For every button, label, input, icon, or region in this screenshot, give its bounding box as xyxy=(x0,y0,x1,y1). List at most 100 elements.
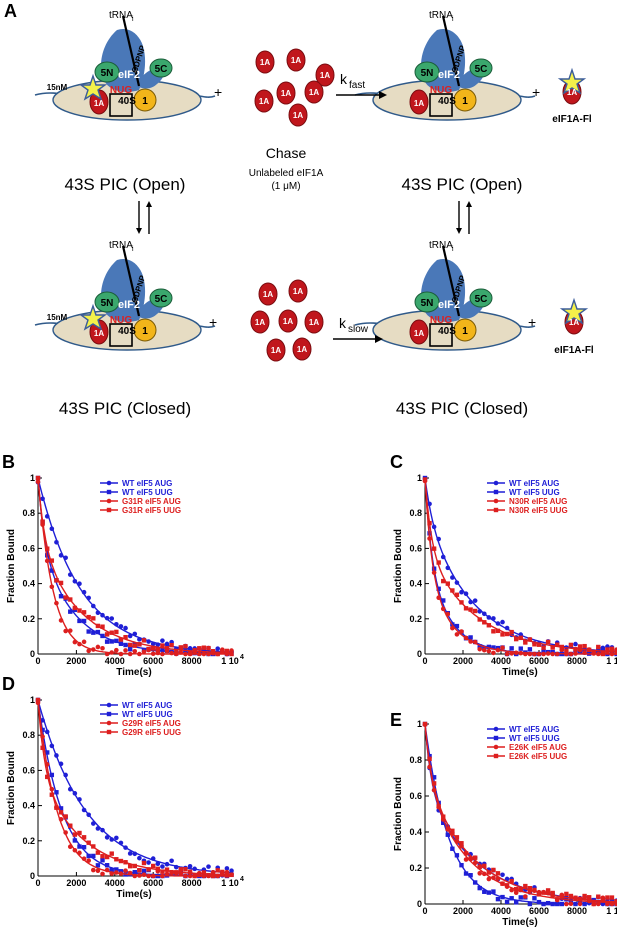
data-point xyxy=(81,618,87,624)
data-point xyxy=(187,873,193,879)
data-point xyxy=(491,650,496,656)
data-point xyxy=(550,651,555,657)
data-point xyxy=(187,646,193,651)
y-tick-label: 0.4 xyxy=(409,579,422,589)
data-point xyxy=(81,589,87,595)
data-point xyxy=(486,890,492,895)
x-tick-label: 6000 xyxy=(143,656,163,666)
chase-eif1a-molecule xyxy=(278,309,298,333)
data-point xyxy=(441,598,446,603)
data-point xyxy=(132,873,138,879)
nug-label: NUG xyxy=(110,315,132,326)
eif2-label: eIF2 xyxy=(438,69,460,81)
data-point xyxy=(206,645,211,651)
data-point xyxy=(90,603,96,609)
data-point xyxy=(459,841,464,846)
data-point xyxy=(77,830,82,836)
x-tick-label: 1 10 xyxy=(221,656,239,666)
data-point xyxy=(95,629,101,635)
data-point xyxy=(72,791,78,796)
data-point xyxy=(609,895,615,900)
data-point xyxy=(514,636,519,642)
data-point xyxy=(518,650,524,656)
five-c-label: 5C xyxy=(475,64,488,75)
y-tick-label: 0.2 xyxy=(22,614,35,624)
data-point xyxy=(215,868,220,873)
y-tick-label: 1 xyxy=(30,695,35,705)
y-tick-label: 0.4 xyxy=(409,827,422,837)
data-point xyxy=(68,823,73,828)
data-point xyxy=(481,611,487,617)
data-point xyxy=(495,647,501,653)
y-tick-label: 0 xyxy=(30,649,35,659)
data-point xyxy=(491,645,496,650)
data-point xyxy=(86,812,91,818)
data-point xyxy=(155,861,161,867)
plus-sign: + xyxy=(209,314,217,330)
y-tick-label: 0.2 xyxy=(22,836,35,846)
legend-marker xyxy=(493,498,499,504)
chase-eif1a-molecule xyxy=(288,103,308,127)
data-point xyxy=(495,621,501,626)
data-point xyxy=(454,580,460,585)
data-point xyxy=(504,876,510,882)
chase-eif1a-molecule xyxy=(304,310,324,334)
eif1a-label: 1A xyxy=(414,329,424,338)
data-point xyxy=(63,628,68,634)
data-point xyxy=(536,651,542,657)
chase-eif1a-molecule xyxy=(276,81,296,105)
data-point xyxy=(150,651,156,657)
data-point xyxy=(183,867,188,872)
x-tick-label: 0 xyxy=(422,906,427,916)
legend-entry: G29R eIF5 AUG xyxy=(122,719,181,728)
y-axis-label: Fraction Bound xyxy=(6,529,17,603)
data-point xyxy=(436,560,441,565)
data-point xyxy=(54,805,59,810)
y-tick-label: 0.6 xyxy=(22,765,35,775)
data-point xyxy=(495,628,501,634)
x-tick-label: 8000 xyxy=(182,878,202,888)
data-point xyxy=(431,570,437,575)
data-point xyxy=(100,858,105,863)
data-point xyxy=(541,651,546,657)
legend-marker xyxy=(493,507,499,513)
data-point xyxy=(463,591,469,596)
data-point xyxy=(536,642,542,647)
data-point xyxy=(472,608,478,614)
data-point xyxy=(77,608,82,613)
data-point xyxy=(100,612,105,618)
trna-label: tRNA xyxy=(109,10,133,21)
equilibrium-arrows-left xyxy=(136,201,152,234)
data-point xyxy=(206,873,211,878)
data-point xyxy=(104,835,110,840)
plus-sign: + xyxy=(532,84,540,100)
data-point xyxy=(441,814,446,819)
data-point xyxy=(477,885,482,891)
y-tick-label: 0.8 xyxy=(409,508,422,518)
data-point xyxy=(123,868,128,873)
data-point xyxy=(555,901,560,907)
data-point xyxy=(155,866,161,872)
eif1a-label: 1A xyxy=(567,88,577,97)
data-point xyxy=(45,750,50,755)
data-point xyxy=(44,558,50,564)
data-point xyxy=(472,598,478,603)
x-axis-label: Time(s) xyxy=(502,667,537,678)
data-point xyxy=(81,639,87,645)
y-tick-label: 0.8 xyxy=(22,508,35,518)
data-point xyxy=(545,651,551,656)
data-point xyxy=(187,651,193,656)
data-point xyxy=(109,867,114,873)
data-point xyxy=(91,844,96,849)
data-point xyxy=(137,855,142,861)
data-point xyxy=(137,868,142,873)
data-point xyxy=(63,830,68,835)
x-axis-label: Time(s) xyxy=(116,667,151,678)
data-point xyxy=(504,899,510,904)
data-point xyxy=(513,890,519,896)
data-point xyxy=(58,810,64,815)
eif1a-label: 1A xyxy=(94,329,104,338)
data-point xyxy=(509,896,514,901)
